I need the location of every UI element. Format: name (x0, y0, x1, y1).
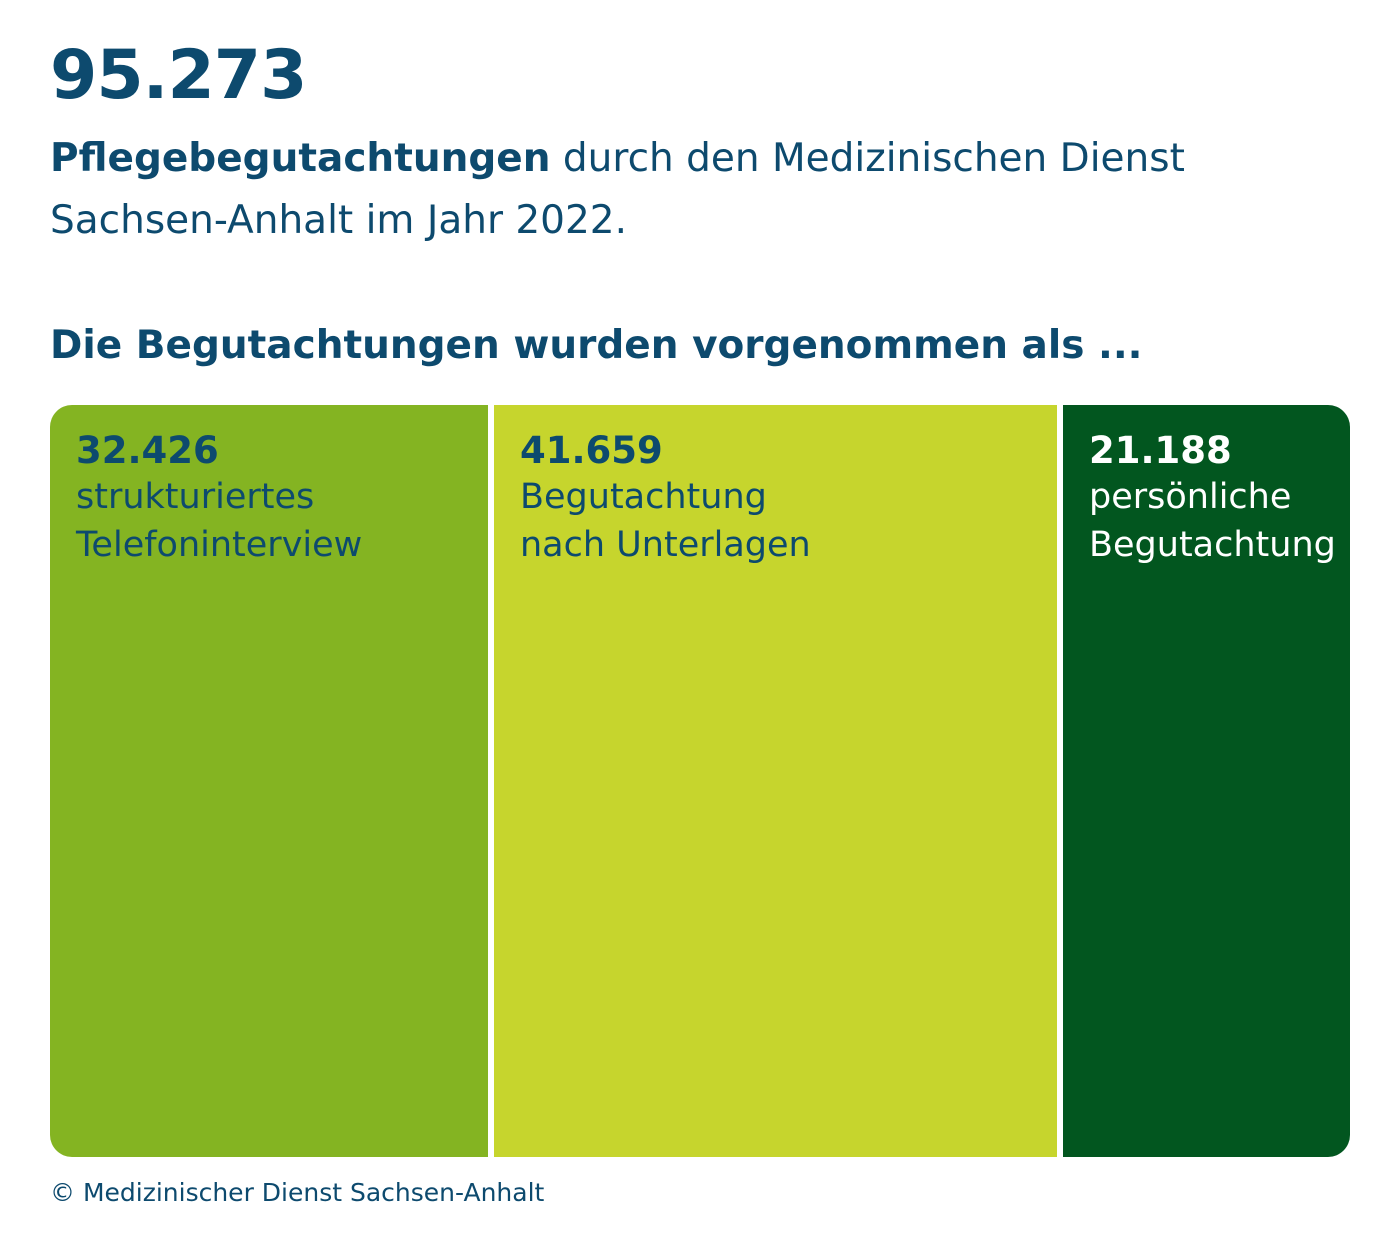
copyright-notice: © Medizinischer Dienst Sachsen-Anhalt (50, 1178, 545, 1207)
segment-label: Begutachtung nach Unterlagen (520, 477, 811, 565)
subtitle-bold: Pflegebegutachtungen (50, 136, 551, 181)
chart-lead: Die Begutachtungen wurden vorgenommen al… (50, 323, 1143, 368)
treemap-segment-2: 41.659 Begutachtung nach Unterlagen (494, 405, 1057, 1157)
treemap-segment-1: 32.426 strukturiertes Telefoninterview (50, 405, 488, 1157)
segment-label: persönliche Begutachtung (1089, 477, 1336, 565)
segment-value: 21.188 (1089, 429, 1232, 472)
subtitle-rest: durch den Medizinischen Dienst Sachsen-A… (50, 136, 1185, 243)
subtitle: Pflegebegutachtungen durch den Medizinis… (50, 128, 1250, 252)
treemap-chart: 32.426 strukturiertes Telefoninterview 41.… (50, 405, 1350, 1157)
segment-value: 32.426 (76, 429, 219, 472)
total-count: 95.273 (50, 36, 307, 115)
segment-label: strukturiertes Telefoninterview (76, 477, 363, 565)
treemap-segment-3: 21.188 persönliche Begutachtung (1063, 405, 1350, 1157)
segment-value: 41.659 (520, 429, 663, 472)
